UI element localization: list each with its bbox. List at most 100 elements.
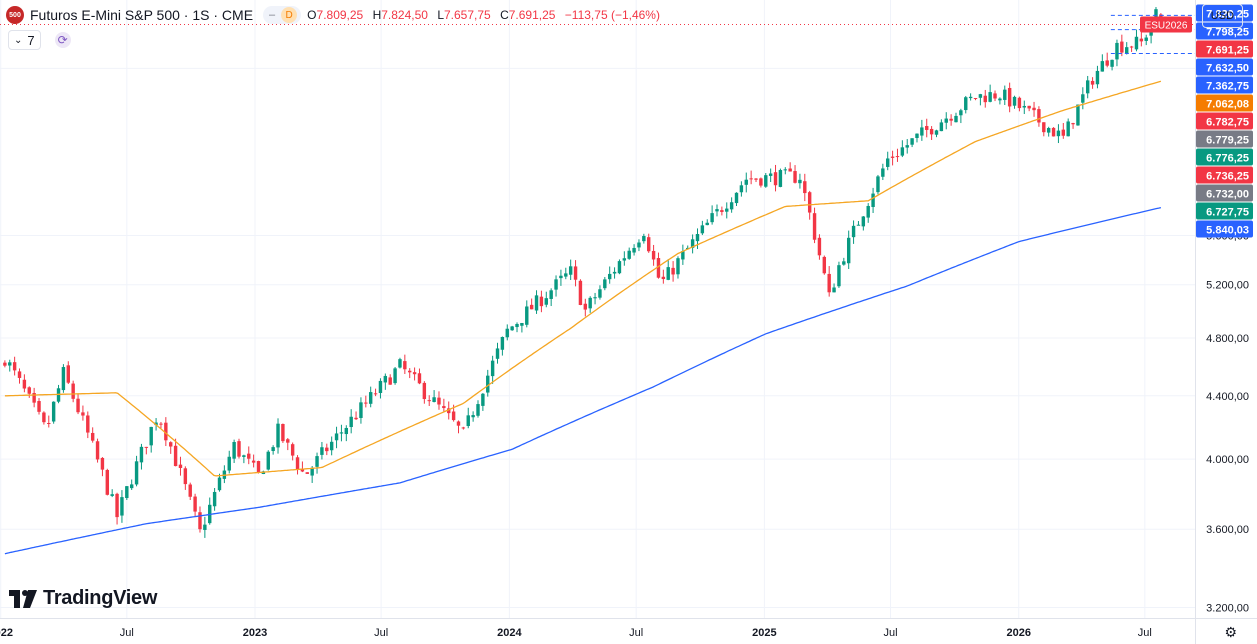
- candle-body: [173, 445, 178, 467]
- indicators-toggle-button[interactable]: ⌄ 7: [8, 30, 41, 50]
- candle-body: [1076, 104, 1080, 126]
- candle-body: [890, 156, 895, 158]
- candle-body: [700, 225, 705, 234]
- candle-body: [749, 178, 753, 180]
- sync-icon[interactable]: ⟳: [54, 32, 71, 48]
- candle-body: [759, 178, 763, 186]
- candle-body: [115, 493, 119, 518]
- change-value: −113,75 (−1,46%): [564, 8, 660, 22]
- candle-body: [212, 491, 217, 507]
- candle-body: [329, 441, 334, 451]
- price-tag: [1196, 4, 1253, 22]
- candle-body: [237, 441, 241, 457]
- candle-body: [612, 271, 617, 274]
- candle-body: [807, 192, 812, 213]
- candle-body: [729, 202, 734, 210]
- candle-body: [651, 250, 656, 260]
- high-value: 7.824,50: [381, 8, 428, 22]
- candle-body: [1027, 105, 1031, 109]
- candle-body: [647, 237, 651, 252]
- candle-body: [1046, 128, 1051, 133]
- open-label: O: [307, 8, 317, 22]
- candle-body: [603, 279, 607, 289]
- candle-body: [617, 261, 622, 274]
- candle-body: [251, 460, 256, 463]
- price-axis-label: 4.400,00: [1206, 391, 1249, 403]
- candle-body: [495, 348, 500, 359]
- price-tag-label: 7.820,25: [1206, 8, 1249, 20]
- candle-body: [705, 222, 709, 226]
- candle-body: [783, 169, 787, 171]
- candle-body: [1129, 46, 1134, 48]
- candle-body: [105, 469, 110, 495]
- candle-body: [734, 192, 739, 204]
- candle-body: [437, 397, 441, 405]
- moving-average-fast-line: [4, 80, 1162, 477]
- time-axis-label: Jul: [120, 627, 134, 639]
- time-axis-label: 2023: [243, 627, 267, 639]
- candle-body: [403, 361, 407, 370]
- candle-body: [822, 256, 827, 274]
- candle-body: [1032, 107, 1036, 111]
- candle-body: [1144, 37, 1148, 41]
- candle-body: [529, 304, 534, 310]
- candle-body: [803, 181, 807, 194]
- candle-body: [27, 387, 31, 394]
- candle-body: [1085, 80, 1090, 94]
- candle-body: [949, 118, 953, 121]
- candle-body: [549, 290, 553, 299]
- currency-button[interactable]: USD: [1201, 4, 1243, 28]
- candle-body: [271, 447, 275, 452]
- candle-body: [764, 175, 768, 187]
- candle-body: [695, 234, 700, 242]
- price-tag: [1196, 76, 1253, 94]
- candle-body: [90, 432, 95, 441]
- candle-body: [1022, 105, 1026, 108]
- candle-body: [359, 402, 363, 418]
- symbol-logo[interactable]: 500: [6, 6, 24, 24]
- price-tag-label: 7.062,08: [1206, 98, 1249, 110]
- candle-body: [364, 402, 368, 404]
- candle-body: [134, 461, 139, 485]
- candle-body: [812, 213, 817, 240]
- candle-body: [568, 266, 573, 275]
- candle-body: [988, 92, 992, 102]
- candle-body: [129, 484, 134, 489]
- candle-body: [354, 417, 358, 420]
- candle-body: [866, 205, 870, 218]
- delayed-badge[interactable]: D: [281, 7, 298, 23]
- time-axis-label: 2025: [752, 627, 776, 639]
- candle-body: [1012, 96, 1017, 106]
- candle-body: [490, 360, 495, 377]
- price-tag-label: 6.736,25: [1206, 170, 1249, 182]
- candle-body: [598, 289, 602, 298]
- candle-body: [998, 98, 1002, 101]
- candle-body: [905, 145, 909, 148]
- settings-icon[interactable]: ⚙: [1224, 624, 1237, 640]
- price-tag: [1196, 40, 1253, 58]
- candle-body: [471, 415, 475, 418]
- candle-body: [744, 179, 748, 185]
- candle-body: [1066, 121, 1070, 137]
- time-axis-label: 2026: [1006, 627, 1030, 639]
- symbol-title[interactable]: Futuros E-Mini S&P 500 · 1S · CME: [30, 7, 254, 23]
- candle-body: [37, 401, 41, 412]
- time-axis-label: 2024: [497, 627, 522, 639]
- candle-body: [915, 133, 919, 138]
- candle-body: [315, 456, 319, 467]
- candle-body: [256, 461, 261, 473]
- price-tag-label: 6.782,75: [1206, 116, 1249, 128]
- candle-body: [895, 156, 900, 158]
- tradingview-logo[interactable]: TradingView: [9, 587, 157, 610]
- candle-body: [1139, 38, 1144, 42]
- candle-body: [510, 326, 514, 331]
- status-pill[interactable]: – D: [263, 6, 302, 24]
- candle-body: [1115, 42, 1119, 60]
- candle-body: [1051, 127, 1056, 137]
- candle-body: [573, 266, 578, 280]
- candle-body: [959, 110, 963, 116]
- time-axis-label: 2022: [0, 627, 13, 639]
- candle-body: [934, 130, 939, 135]
- candle-body: [247, 453, 251, 459]
